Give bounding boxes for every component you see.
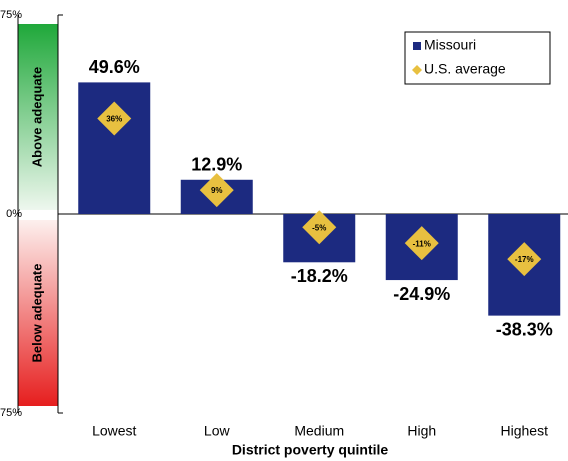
us-average-marker [199,173,234,208]
y-tick-label: 75% [0,9,22,21]
legend-box [404,31,551,85]
below-label: Below adequate [29,264,44,363]
us-average-marker [507,242,542,277]
x-tick-label: Highest [501,423,549,439]
x-tick-label: Low [204,423,231,439]
legend-label: U.S. average [424,61,506,77]
us-average-label: -17% [515,255,534,264]
us-average-label: -5% [312,223,326,232]
legend-swatch [413,42,421,50]
value-label: -24.9% [393,284,450,304]
x-axis-title: District poverty quintile [232,442,389,458]
legend-label: Missouri [424,37,476,53]
below-band [18,220,58,406]
us-average-marker [404,226,439,261]
us-average-label: -11% [413,239,431,248]
legend-swatch [412,65,422,75]
y-tick-label: 0% [6,208,22,220]
x-tick-label: Lowest [92,423,136,439]
x-tick-label: High [407,423,436,439]
above-band [18,24,58,210]
us-average-marker [97,101,132,136]
x-tick-label: Medium [294,423,344,439]
value-label: 12.9% [191,155,242,175]
value-label: -18.2% [291,266,348,286]
above-label: Above adequate [29,67,44,167]
us-average-label: 9% [211,186,223,195]
value-label: -38.3% [496,319,553,339]
us-average-marker [302,210,337,245]
y-tick-label: -75% [0,407,22,419]
us-average-label: 36% [106,115,122,124]
value-label: 49.6% [89,57,140,77]
